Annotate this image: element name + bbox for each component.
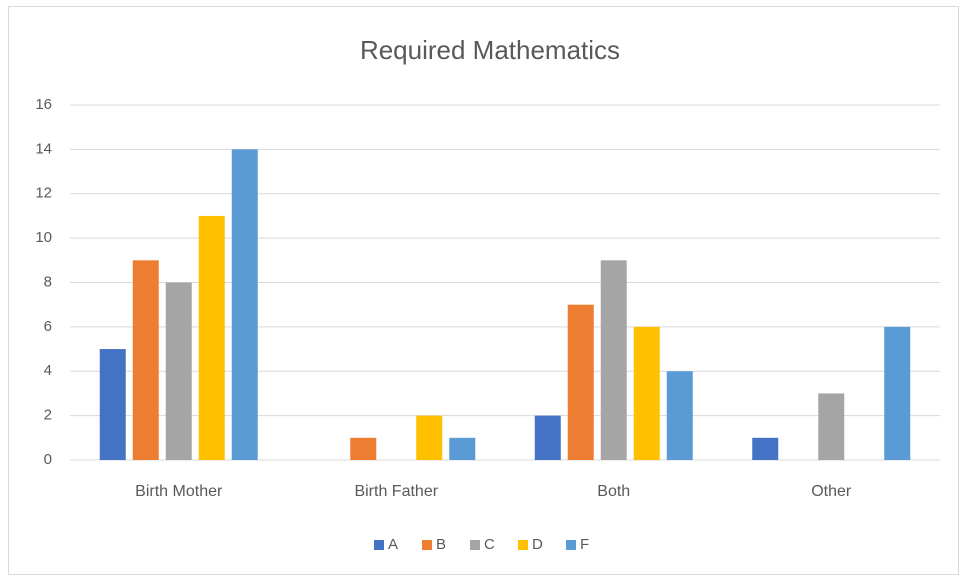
y-tick-label: 10 bbox=[35, 229, 52, 246]
bar bbox=[416, 415, 443, 460]
bar bbox=[449, 437, 476, 460]
bar bbox=[600, 260, 627, 460]
legend-label: F bbox=[580, 536, 589, 553]
bar bbox=[633, 326, 660, 460]
legend-swatch bbox=[518, 540, 528, 550]
legend-swatch bbox=[374, 540, 384, 550]
legend-label: A bbox=[388, 536, 398, 553]
bar bbox=[818, 393, 845, 460]
bar bbox=[534, 415, 561, 460]
x-tick-label: Other bbox=[811, 483, 852, 500]
y-tick-label: 12 bbox=[35, 185, 52, 202]
bar bbox=[567, 304, 594, 460]
y-tick-label: 0 bbox=[44, 451, 52, 468]
legend-swatch bbox=[422, 540, 432, 550]
bar bbox=[666, 371, 693, 460]
bar bbox=[99, 349, 126, 460]
bar bbox=[350, 437, 377, 460]
y-tick-label: 14 bbox=[35, 140, 52, 157]
y-tick-label: 2 bbox=[44, 407, 52, 424]
legend-swatch bbox=[566, 540, 576, 550]
x-tick-label: Both bbox=[597, 483, 630, 500]
legend-label: B bbox=[436, 536, 446, 553]
bar bbox=[752, 437, 779, 460]
y-tick-label: 8 bbox=[44, 273, 52, 290]
bar bbox=[198, 215, 225, 460]
x-tick-label: Birth Mother bbox=[135, 483, 223, 500]
x-tick-label: Birth Father bbox=[354, 483, 438, 500]
bar bbox=[884, 326, 911, 460]
chart-title: Required Mathematics bbox=[360, 35, 620, 65]
legend-label: D bbox=[532, 536, 543, 553]
y-tick-label: 4 bbox=[44, 362, 52, 379]
legend-swatch bbox=[470, 540, 480, 550]
bar bbox=[165, 282, 192, 460]
bar bbox=[231, 149, 258, 460]
legend-label: C bbox=[484, 536, 495, 553]
y-tick-label: 16 bbox=[35, 96, 52, 113]
y-tick-label: 6 bbox=[44, 318, 52, 335]
bar bbox=[132, 260, 159, 460]
